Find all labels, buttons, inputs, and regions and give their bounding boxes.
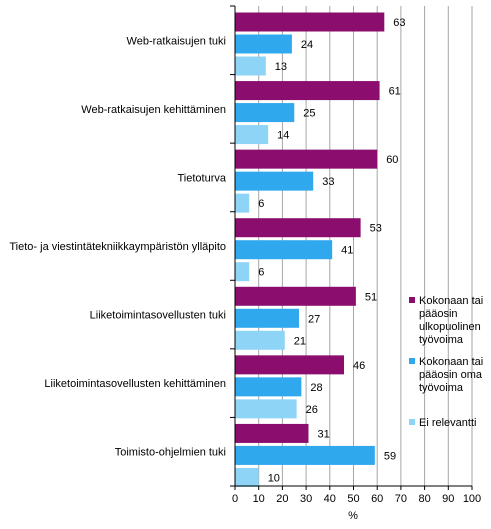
legend: Kokonaan taipääosinulkopuolinentyövoimaK…	[409, 295, 483, 429]
x-tick-label: 30	[300, 493, 312, 505]
data-label: 60	[386, 154, 398, 166]
bar	[235, 399, 297, 419]
legend-swatch	[409, 419, 415, 425]
legend-label: ulkopuolinen	[419, 321, 481, 333]
data-label: 51	[365, 291, 377, 303]
legend-label: pääosin	[419, 308, 458, 320]
category-label: Web-ratkaisujen tuki	[127, 35, 226, 47]
data-label: 26	[306, 404, 318, 416]
bar	[235, 125, 269, 145]
legend-swatch	[409, 297, 415, 303]
x-tick-label: 20	[276, 493, 288, 505]
legend-label: Kokonaan tai	[419, 295, 483, 307]
bar	[235, 330, 285, 350]
data-label: 31	[317, 428, 329, 440]
data-label: 53	[370, 223, 382, 235]
bar	[235, 423, 309, 443]
bar	[235, 445, 375, 465]
category-label: Toimisto-ohjelmien tuki	[115, 447, 226, 459]
x-tick-label: 60	[371, 493, 383, 505]
data-label: 46	[353, 360, 365, 372]
category-label: Liiketoimintasovellusten kehittäminen	[44, 378, 226, 390]
data-label: 33	[322, 176, 334, 188]
data-label: 10	[268, 472, 280, 484]
bar	[235, 262, 250, 282]
x-tick-label: 50	[347, 493, 359, 505]
data-label: 6	[258, 198, 264, 210]
data-label: 61	[389, 86, 401, 98]
bar	[235, 34, 292, 54]
x-tick-label: 70	[395, 493, 407, 505]
legend-label: pääosin oma	[419, 369, 483, 381]
bar	[235, 308, 299, 328]
x-axis-label: %	[348, 510, 358, 522]
bar	[235, 467, 259, 487]
category-label: Liiketoimintasovellusten tuki	[90, 310, 226, 322]
category-labels: Web-ratkaisujen tuki Web-ratkaisujen kehi…	[9, 35, 227, 458]
x-tick-label: 40	[324, 493, 336, 505]
data-label: 14	[277, 130, 289, 142]
bar	[235, 286, 356, 306]
category-label: Web-ratkaisujen kehittäminen	[81, 104, 226, 116]
bar	[235, 240, 333, 260]
category-label: Tietoturva	[177, 172, 226, 184]
legend-swatch	[409, 358, 415, 364]
bar	[235, 377, 302, 397]
bar	[235, 149, 378, 169]
bar	[235, 56, 266, 76]
legend-label: työvoima	[419, 382, 464, 394]
data-label: 59	[384, 450, 396, 462]
x-tick-label: 80	[418, 493, 430, 505]
data-label: 41	[341, 245, 353, 257]
data-label: 13	[275, 61, 287, 73]
data-label: 28	[310, 382, 322, 394]
legend-label: Kokonaan tai	[419, 356, 483, 368]
x-tick-label: 10	[253, 493, 265, 505]
x-tick-label: 90	[442, 493, 454, 505]
legend-label: Ei relevantti	[419, 417, 476, 429]
x-tick-label: 0	[232, 493, 238, 505]
data-label: 21	[294, 335, 306, 347]
legend-label: työvoima	[419, 334, 464, 346]
data-label: 6	[258, 267, 264, 279]
data-label: 27	[308, 313, 320, 325]
category-label: Tieto- ja viestintätekniikkaympäristön y…	[9, 241, 226, 253]
bar	[235, 193, 250, 213]
bar	[235, 103, 295, 123]
x-tick-labels: 0 10 20 30 40 50 60 70 80 90 100	[232, 486, 481, 505]
data-label: 25	[303, 108, 315, 120]
bar	[235, 355, 345, 375]
data-label: 63	[393, 17, 405, 29]
x-tick-label: 100	[463, 493, 481, 505]
bar	[235, 12, 385, 32]
bar	[235, 81, 380, 101]
data-label: 24	[301, 39, 313, 51]
bar	[235, 171, 314, 191]
bar	[235, 218, 361, 238]
